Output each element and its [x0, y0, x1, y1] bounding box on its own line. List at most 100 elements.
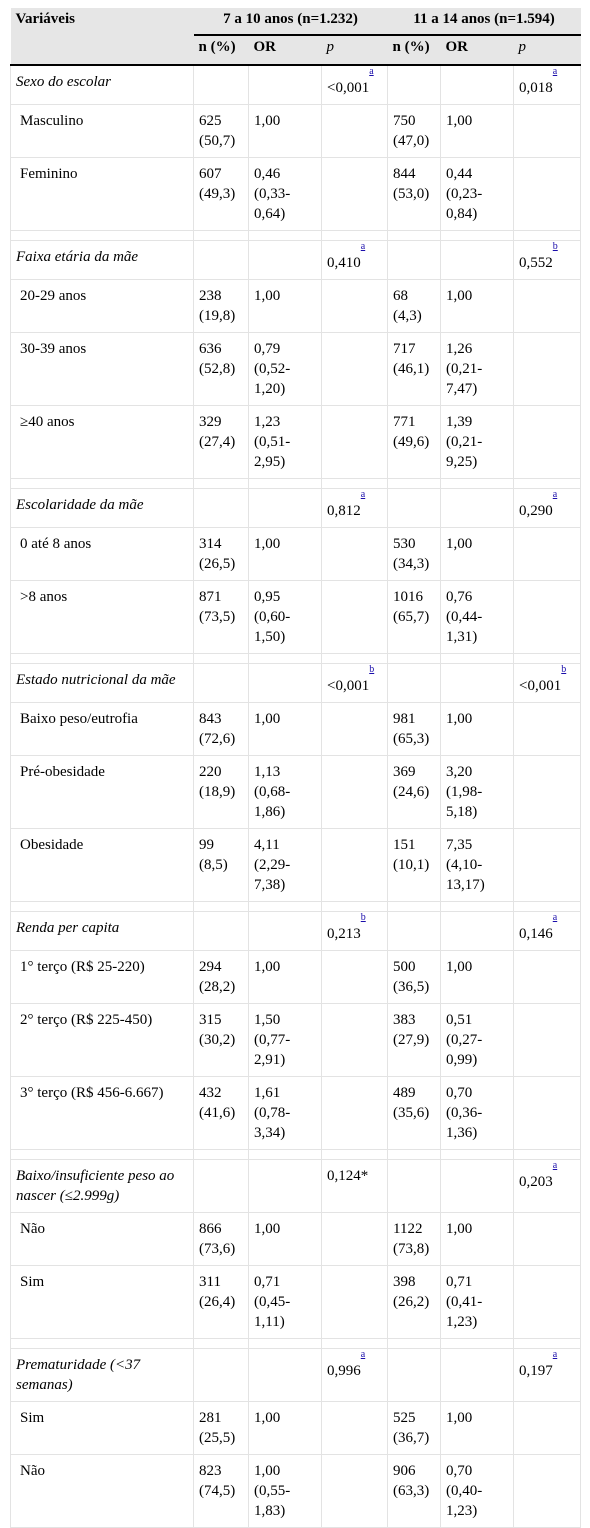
- section-header-row: Estado nutricional da mãe <0,001 b <0,001 b: [10, 663, 582, 703]
- or-cell-11-14: 7,35 (4,10-13,17): [440, 828, 515, 902]
- footnote-link[interactable]: a: [552, 489, 558, 500]
- or-cell-11-14: 0,70 (0,36-1,36): [440, 1076, 515, 1150]
- spacer-cell: [10, 478, 194, 489]
- spacer-cell: [513, 230, 582, 241]
- empty-cell: [513, 279, 582, 333]
- empty-cell: [193, 488, 249, 528]
- spacer-cell: [248, 653, 322, 664]
- footnote-link[interactable]: a: [552, 1349, 558, 1360]
- spacer-cell: [320, 230, 389, 241]
- spacer-cell: [320, 1338, 389, 1349]
- empty-cell: [193, 1159, 249, 1213]
- category-label: Sim: [10, 1401, 194, 1455]
- footnote-link[interactable]: a: [552, 1160, 558, 1171]
- spacer-cell: [193, 478, 249, 489]
- n-pct-cell-7-10: 329 (27,4): [193, 405, 249, 479]
- or-cell-7-10: 1,13 (0,68-1,86): [248, 755, 322, 829]
- p-header-1: p: [321, 35, 388, 66]
- footnote-link[interactable]: b: [360, 912, 366, 923]
- empty-cell: [193, 240, 249, 280]
- n-pct-cell-11-14: 383 (27,9): [387, 1003, 442, 1077]
- spacer-cell: [387, 230, 442, 241]
- n-pct-cell-7-10: 871 (73,5): [193, 580, 249, 654]
- empty-cell: [387, 1159, 442, 1213]
- empty-cell: [513, 1003, 582, 1077]
- table-row: Sim 281 (25,5) 1,00 525 (36,7) 1,00: [10, 1401, 582, 1455]
- spacer-cell: [513, 901, 582, 912]
- spacer-cell: [440, 1338, 515, 1349]
- n-pct-cell-11-14: 750 (47,0): [387, 104, 442, 158]
- empty-cell: [248, 488, 322, 528]
- spacer-cell: [320, 901, 389, 912]
- or-cell-7-10: 1,00: [248, 1212, 322, 1266]
- section-header-row: Renda per capita 0,213 b 0,146 a: [10, 911, 582, 951]
- section-title: Sexo do escolar: [10, 64, 194, 105]
- table-row: 20-29 anos 238 (19,8) 1,00 68 (4,3) 1,00: [10, 279, 582, 333]
- spacer-cell: [248, 230, 322, 241]
- empty-cell: [387, 663, 442, 703]
- table-row: 30-39 anos 636 (52,8) 0,79 (0,52-1,20) 717 …: [10, 332, 582, 406]
- variables-header: Variáveis: [10, 8, 194, 35]
- section-title: Baixo/insuficiente peso ao nascer (≤2.99…: [10, 1159, 194, 1213]
- table-row: 1° terço (R$ 25-220) 294 (28,2) 1,00 500 (3…: [10, 950, 582, 1004]
- p-value-cell-7-10: 0,213 b: [320, 911, 389, 951]
- table-row: >8 anos 871 (73,5) 0,95 (0,60-1,50) 1016 (6…: [10, 580, 582, 654]
- category-label: ≥40 anos: [10, 405, 194, 479]
- footnote-link[interactable]: a: [552, 912, 558, 923]
- empty-cell: [440, 488, 515, 528]
- empty-cell: [193, 1348, 249, 1402]
- empty-cell: [513, 580, 582, 654]
- spacer-cell: [10, 1338, 194, 1349]
- footnote-link[interactable]: a: [360, 1349, 366, 1360]
- footnote-link[interactable]: a: [552, 66, 558, 77]
- group-7-10-header: 7 a 10 anos (n=1.232): [193, 8, 388, 36]
- n-pct-cell-7-10: 314 (26,5): [193, 527, 249, 581]
- table-row: 2° terço (R$ 225-450) 315 (30,2) 1,50 (0,7…: [10, 1003, 582, 1077]
- empty-cell: [320, 950, 389, 1004]
- category-label: 30-39 anos: [10, 332, 194, 406]
- spacer-cell: [193, 653, 249, 664]
- empty-cell: [320, 405, 389, 479]
- p-value: 0,213: [327, 926, 361, 942]
- or-cell-11-14: 1,26 (0,21-7,47): [440, 332, 515, 406]
- p-value: 0,290: [519, 503, 553, 519]
- category-label: 1° terço (R$ 25-220): [10, 950, 194, 1004]
- or-cell-11-14: 0,71 (0,41-1,23): [440, 1265, 515, 1339]
- empty-cell: [248, 64, 322, 105]
- p-value-cell-7-10: 0,410 a: [320, 240, 389, 280]
- spacer-cell: [320, 478, 389, 489]
- footnote-link[interactable]: b: [561, 664, 567, 675]
- p-value: 0,996: [327, 1363, 361, 1379]
- empty-cell: [248, 911, 322, 951]
- section-title: Escolaridade da mãe: [10, 488, 194, 528]
- p-value: 0,552: [519, 255, 553, 271]
- empty-cell: [320, 828, 389, 902]
- or-cell-11-14: 0,70 (0,40-1,23): [440, 1454, 515, 1528]
- p-value-cell-11-14: 0,290 a: [513, 488, 582, 528]
- spacer-cell: [193, 230, 249, 241]
- p-value-cell-7-10: 0,124*: [320, 1159, 389, 1213]
- empty-cell: [513, 104, 582, 158]
- or-cell-7-10: 1,61 (0,78-3,34): [248, 1076, 322, 1150]
- table-body: Sexo do escolar <0,001 a 0,018 a Masculino 625…: [10, 64, 582, 1528]
- spacer-cell: [513, 653, 582, 664]
- n-pct-cell-11-14: 398 (26,2): [387, 1265, 442, 1339]
- table-row: ≥40 anos 329 (27,4) 1,23 (0,51-2,95) 771 (4…: [10, 405, 582, 479]
- n-pct-cell-11-14: 525 (36,7): [387, 1401, 442, 1455]
- footnote-link[interactable]: a: [369, 66, 374, 77]
- spacer-cell: [440, 1149, 515, 1160]
- p-value: 0,018: [519, 80, 553, 96]
- or-cell-11-14: 1,00: [440, 1212, 515, 1266]
- section-spacer: [10, 653, 582, 664]
- table-row: Não 866 (73,6) 1,00 1122 (73,8) 1,00: [10, 1212, 582, 1266]
- empty-cell: [387, 488, 442, 528]
- footnote-link[interactable]: b: [369, 664, 375, 675]
- footnote-link[interactable]: b: [552, 241, 558, 252]
- n-pct-cell-7-10: 294 (28,2): [193, 950, 249, 1004]
- category-label: Pré-obesidade: [10, 755, 194, 829]
- table-row: Obesidade 99 (8,5) 4,11 (2,29-7,38) 151 (10…: [10, 828, 582, 902]
- footnote-link[interactable]: a: [360, 241, 366, 252]
- footnote-link[interactable]: a: [360, 489, 366, 500]
- empty-cell: [440, 1348, 515, 1402]
- empty-cell: [513, 1265, 582, 1339]
